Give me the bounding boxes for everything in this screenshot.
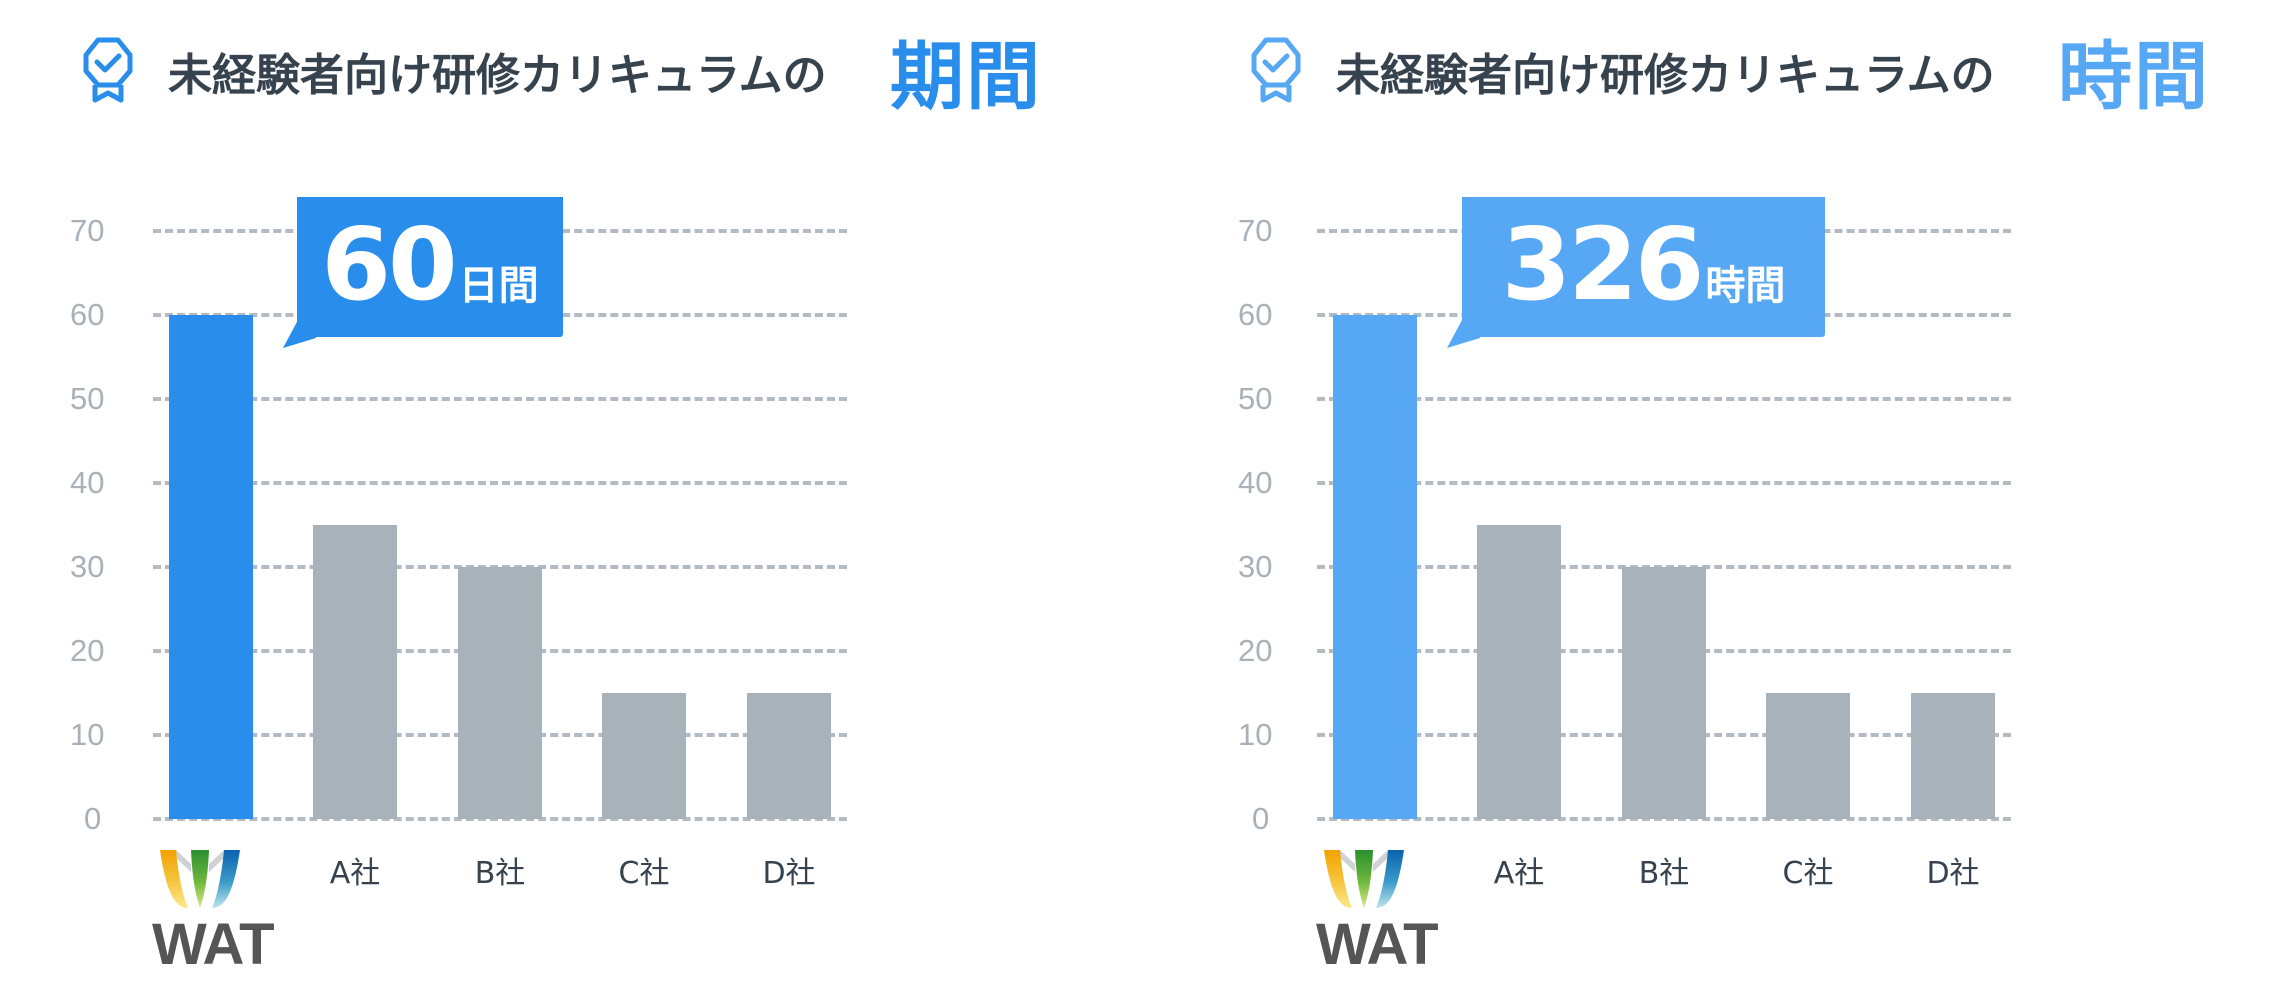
y-tick-label: 70 <box>1238 213 1273 248</box>
category-label-a: A社 <box>329 856 381 891</box>
bar-b <box>1622 567 1706 819</box>
y-tick-label: 10 <box>1238 717 1273 752</box>
category-label-d: D社 <box>762 856 816 891</box>
wat-logo-mark <box>160 850 240 908</box>
y-tick-label: 0 <box>1252 801 1270 836</box>
callout-value: 60 <box>321 206 457 323</box>
category-label-b: B社 <box>1638 856 1690 891</box>
badge-check-icon <box>1251 37 1301 103</box>
chart-title: 未経験者向け研修カリキュラムの <box>1336 50 1995 101</box>
y-tick-label: 0 <box>84 801 102 836</box>
bar-wat <box>1333 315 1417 819</box>
chart-header: 未経験者向け研修カリキュラムの 時間 <box>1164 0 2282 130</box>
category-label-a: A社 <box>1493 856 1545 891</box>
category-label-c: C社 <box>618 856 670 891</box>
bar-c <box>602 693 686 819</box>
category-label-d: D社 <box>1926 856 1980 891</box>
bar-a <box>313 525 397 819</box>
category-label-b: B社 <box>474 856 526 891</box>
y-tick-label: 70 <box>70 213 105 248</box>
bar-c <box>1766 693 1850 819</box>
callout-unit: 時間 <box>1705 263 1786 309</box>
y-tick-label: 50 <box>70 381 105 416</box>
callout-unit: 日間 <box>458 263 539 309</box>
chart-panel-hours: 未経験者向け研修カリキュラムの 時間 70 60 50 40 30 20 10 … <box>1164 0 2282 1008</box>
bar-wat <box>169 315 253 819</box>
y-tick-label: 30 <box>70 549 105 584</box>
y-tick-label: 60 <box>1238 297 1273 332</box>
chart-header: 未経験者向け研修カリキュラムの 期間 <box>0 0 1164 130</box>
gridline <box>153 481 847 485</box>
y-tick-label: 20 <box>1238 633 1273 668</box>
gridline <box>1317 397 2011 401</box>
chart-panel-duration: 未経験者向け研修カリキュラムの 期間 70 60 50 40 30 20 10 … <box>0 0 1164 977</box>
y-tick-label: 10 <box>70 717 105 752</box>
y-tick-label: 20 <box>70 633 105 668</box>
y-tick-label: 50 <box>1238 381 1273 416</box>
bar-d <box>1911 693 1995 819</box>
chart-title-accent: 期間 <box>890 34 1042 120</box>
callout-value: 326 <box>1501 206 1705 323</box>
wat-logo-mark <box>1324 850 1404 908</box>
gridline <box>1317 481 2011 485</box>
y-tick-label: 40 <box>70 465 105 500</box>
y-tick-label: 60 <box>70 297 105 332</box>
bar-d <box>747 693 831 819</box>
bar-a <box>1477 525 1561 819</box>
baseline <box>153 817 847 821</box>
wat-logo-text: WAT <box>152 912 275 977</box>
badge-check-icon <box>83 37 133 103</box>
wat-logo-text: WAT <box>1316 912 1439 977</box>
baseline <box>1317 817 2011 821</box>
callout-box: 326 時間 <box>1462 197 1825 337</box>
callout-box: 60 日間 <box>297 197 563 337</box>
y-tick-label: 30 <box>1238 549 1273 584</box>
chart-title: 未経験者向け研修カリキュラムの <box>168 50 827 101</box>
y-tick-label: 40 <box>1238 465 1273 500</box>
bar-b <box>458 567 542 819</box>
category-label-c: C社 <box>1782 856 1834 891</box>
gridline <box>153 397 847 401</box>
chart-title-accent: 時間 <box>2058 34 2210 120</box>
